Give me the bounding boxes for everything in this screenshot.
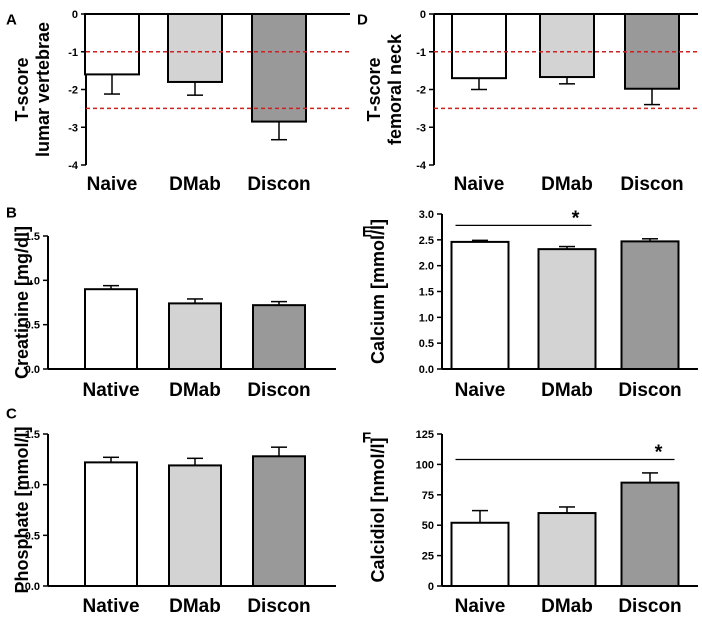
y-tick-label: 0.5 — [25, 530, 40, 542]
bar-discon — [251, 13, 307, 123]
y-axis-label: Phosphate [mmol/l] — [12, 426, 32, 593]
significance-marker: * — [572, 207, 580, 229]
panel-letter: D — [357, 11, 368, 28]
y-tick-label: -3 — [416, 122, 426, 134]
y-tick-label: -1 — [68, 47, 78, 59]
y-tick-label: -4 — [68, 160, 79, 172]
bar-dmab — [537, 248, 597, 370]
bar-naive — [450, 240, 510, 370]
bar-dmab — [168, 302, 222, 370]
y-axis-label: T-score — [364, 57, 384, 121]
category-label: Discon — [620, 174, 683, 195]
y-tick-label: 0 — [420, 9, 426, 21]
y-axis-label: T-score — [12, 57, 32, 121]
category-label: DMab — [169, 174, 221, 195]
category-label: DMab — [541, 174, 593, 195]
chart-panel-c: C Phosphate [mmol/l]0.0 0.5 1.0 1.5 Native DMa… — [6, 405, 336, 617]
bar-dmab — [167, 13, 223, 83]
bar-discon — [620, 481, 680, 588]
y-tick-label: 75 — [422, 490, 434, 502]
y-tick-label: 0.5 — [25, 320, 40, 332]
y-tick-label: 3.0 — [419, 209, 434, 221]
bar-discon — [620, 240, 680, 370]
category-label: Naive — [455, 380, 506, 401]
bar-native — [84, 288, 138, 371]
y-tick-label: -2 — [416, 85, 426, 97]
panel-letter: C — [6, 405, 17, 422]
bar-dmab — [168, 464, 222, 587]
category-label: Discon — [618, 596, 681, 617]
chart-panel-a: A T-score lumar vertebrae 0 -1 -2 -3 -4 Naive DMa… — [6, 9, 350, 195]
y-tick-label: 0 — [72, 9, 78, 21]
y-axis-label: Calcium [mmol/l] — [368, 219, 388, 364]
category-label: DMab — [169, 596, 221, 617]
category-label: Discon — [247, 596, 310, 617]
bar-dmab — [537, 512, 597, 587]
y-axis-label: Calcidiol [nmol/l] — [368, 437, 388, 582]
category-label: Naive — [455, 596, 506, 617]
y-tick-label: 25 — [422, 551, 434, 563]
category-label: DMab — [169, 380, 221, 401]
y-tick-label: -4 — [416, 160, 427, 172]
y-tick-label: -1 — [416, 47, 426, 59]
y-tick-label: 1.0 — [25, 480, 40, 492]
significance-marker: * — [655, 442, 663, 464]
category-label: Native — [82, 380, 139, 401]
y-axis-label: lumar vertebrae — [33, 22, 53, 157]
category-label: Discon — [618, 380, 681, 401]
y-tick-label: 50 — [422, 520, 434, 532]
panel-letter: E — [362, 223, 372, 240]
y-axis-label: Creatinine [mg/dl] — [12, 226, 32, 379]
y-tick-label: 1.5 — [419, 287, 434, 299]
y-tick-label: 1.0 — [25, 275, 40, 287]
category-label: Naive — [454, 174, 505, 195]
bar-naive — [84, 13, 140, 76]
y-tick-label: 0.0 — [25, 364, 40, 376]
panel-letter: A — [6, 11, 17, 28]
category-label: DMab — [541, 596, 593, 617]
y-tick-label: 0.0 — [419, 364, 434, 376]
category-label: DMab — [541, 380, 593, 401]
y-tick-label: 0 — [428, 581, 434, 593]
bar-native — [84, 461, 138, 587]
y-tick-label: -3 — [68, 122, 78, 134]
y-tick-label: 1.0 — [419, 312, 434, 324]
y-tick-label: 2.0 — [419, 261, 434, 273]
panel-letter: F — [362, 429, 371, 446]
bar-discon — [252, 304, 306, 371]
y-tick-label: 125 — [416, 429, 434, 441]
bar-naive — [450, 521, 510, 588]
bar-discon — [252, 455, 306, 587]
y-tick-label: 1.5 — [25, 231, 40, 243]
y-tick-label: 1.5 — [25, 429, 40, 441]
category-label: Naive — [87, 174, 138, 195]
y-tick-label: 0.0 — [25, 581, 40, 593]
bar-naive — [451, 13, 507, 80]
y-tick-label: -2 — [68, 85, 78, 97]
category-label: Discon — [247, 380, 310, 401]
bar-dmab — [539, 13, 595, 79]
chart-panel-d: D T-score femoral neck 0 -1 -2 -3 -4 Naive DMab Di… — [357, 9, 698, 195]
category-label: Discon — [247, 174, 310, 195]
y-tick-label: 100 — [416, 459, 434, 471]
y-axis-label: femoral neck — [385, 33, 405, 145]
chart-panel-b: B Creatinine [mg/dl]0.0 0.5 1.0 1.5 Native DMa… — [6, 204, 336, 401]
y-tick-label: 0.5 — [419, 338, 434, 350]
panel-letter: B — [6, 204, 17, 221]
y-tick-label: 2.5 — [419, 235, 434, 247]
category-label: Native — [82, 596, 139, 617]
